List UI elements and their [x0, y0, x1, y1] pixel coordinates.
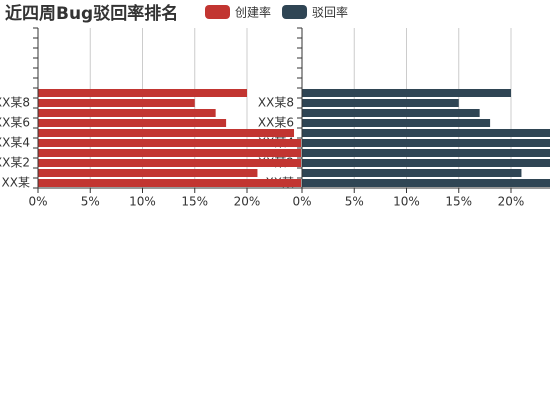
- bars: [302, 89, 550, 187]
- y-tick-label: XX某6: [258, 116, 294, 130]
- bar: [302, 109, 480, 117]
- x-tick-label: 0%: [292, 195, 311, 209]
- bar: [302, 169, 522, 177]
- y-tick-label: XX某8: [0, 96, 30, 110]
- chart-title: 近四周Bug驳回率排名: [5, 3, 178, 24]
- x-tick-label: 10%: [393, 195, 420, 209]
- bars: [38, 89, 301, 187]
- x-tick-label: 20%: [498, 195, 525, 209]
- x-tick-label: 5%: [81, 195, 100, 209]
- panel: 0% 5% 10% 15% 20% XX某 XX某2 XX某4 XX某6 XX某8: [0, 27, 301, 209]
- bar: [38, 169, 258, 177]
- bar: [38, 139, 301, 147]
- bar: [302, 139, 550, 147]
- legend-label: 创建率: [235, 5, 271, 20]
- x-tick-label: 20%: [234, 195, 261, 209]
- y-tick-label: XX某6: [0, 116, 30, 130]
- bar: [302, 159, 550, 167]
- y-tick-label: XX某2: [0, 156, 30, 170]
- bar: [302, 119, 491, 127]
- bar: [38, 109, 216, 117]
- x-tick-label: 10%: [129, 195, 156, 209]
- x-tick-label: 15%: [445, 195, 472, 209]
- bar: [302, 129, 550, 137]
- bar: [38, 99, 195, 107]
- bar: [38, 119, 227, 127]
- x-tick-label: 5%: [345, 195, 364, 209]
- x-tick-label: 0%: [28, 195, 47, 209]
- bar: [38, 129, 295, 137]
- bar: [38, 149, 301, 157]
- bar: [38, 159, 301, 167]
- legend-swatch: [282, 5, 308, 19]
- bar: [302, 149, 550, 157]
- legend-label: 驳回率: [312, 5, 348, 20]
- x-tick-label: 15%: [181, 195, 208, 209]
- legend-swatch: [205, 5, 230, 19]
- bar: [38, 89, 247, 97]
- bar: [302, 99, 459, 107]
- y-tick-label: XX某8: [258, 96, 294, 110]
- panel: 0%5%10%15%20%XX某XX某2XX某4XX某6XX某8: [258, 27, 550, 209]
- bar: [302, 89, 511, 97]
- bar: [302, 179, 550, 187]
- y-tick-label: XX某4: [0, 136, 30, 150]
- y-tick-label: XX某: [2, 176, 30, 190]
- bar: [38, 179, 301, 187]
